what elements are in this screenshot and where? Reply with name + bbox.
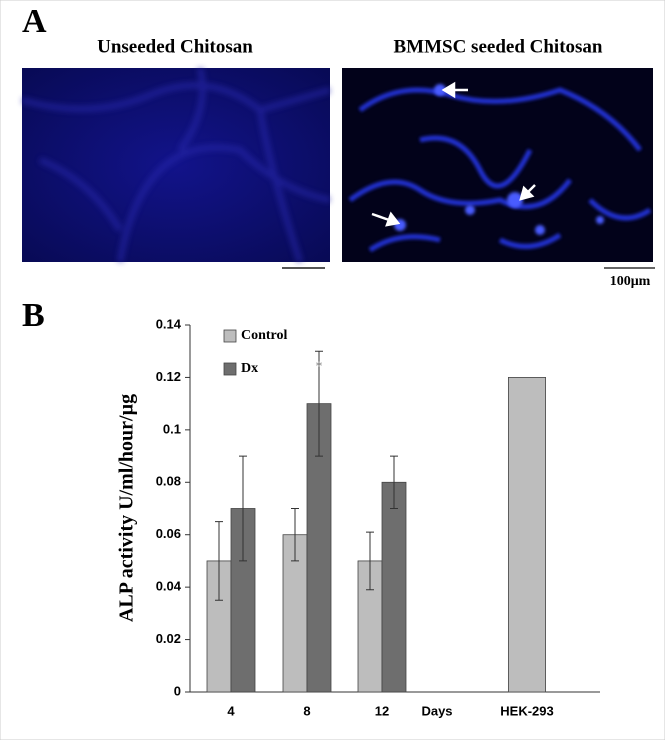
chart: 0 0.02 0.04 0.06 0.08 0.1 0.12 0.14 4 8 12 HEK-293 D…: [156, 316, 600, 718]
panel-label: B: [22, 297, 45, 334]
x-tick-label: 12: [375, 703, 389, 718]
y-tick-label: 0.14: [156, 316, 182, 331]
error-bar: [291, 508, 299, 562]
legend-swatch: [223, 329, 237, 343]
x-tick-label: 4: [227, 703, 235, 718]
y-tick-label: 0.08: [156, 474, 181, 489]
x-tick-label: 8: [303, 703, 310, 718]
error-bar: [366, 531, 374, 591]
error-bar: [215, 521, 223, 601]
seeded-image: [342, 68, 653, 262]
y-tick-label: 0.02: [156, 631, 181, 646]
arrows: [371, 81, 536, 227]
bar: [507, 377, 546, 693]
legend-label: Dx: [241, 361, 258, 376]
y-tick-label: 0.06: [156, 526, 181, 541]
scale-label: 100μm: [610, 274, 651, 289]
bar: [230, 508, 256, 693]
x-tick-label: HEK-293: [500, 703, 553, 718]
legend-label: Control: [241, 328, 288, 343]
error-bar: [239, 455, 247, 562]
legend-swatch: [223, 362, 237, 376]
y-tick-label: 0.04: [156, 579, 182, 594]
annotation: *: [316, 359, 323, 374]
y-tick-label: 0.12: [156, 369, 181, 384]
y-tick-label: 0.1: [163, 421, 181, 436]
y-tick-label: 0: [174, 683, 181, 698]
y-axis-label: ALP activity U/ml/hour/µg: [116, 394, 138, 622]
panel-label: A: [22, 3, 47, 40]
unseeded-image: [21, 67, 331, 263]
bar: [381, 481, 407, 693]
error-bar: [315, 350, 323, 457]
image-caption: BMMSC seeded Chitosan: [393, 36, 602, 57]
image-caption: Unseeded Chitosan: [97, 36, 253, 57]
x-axis-label: Days: [421, 703, 452, 718]
error-bar: [390, 455, 398, 509]
